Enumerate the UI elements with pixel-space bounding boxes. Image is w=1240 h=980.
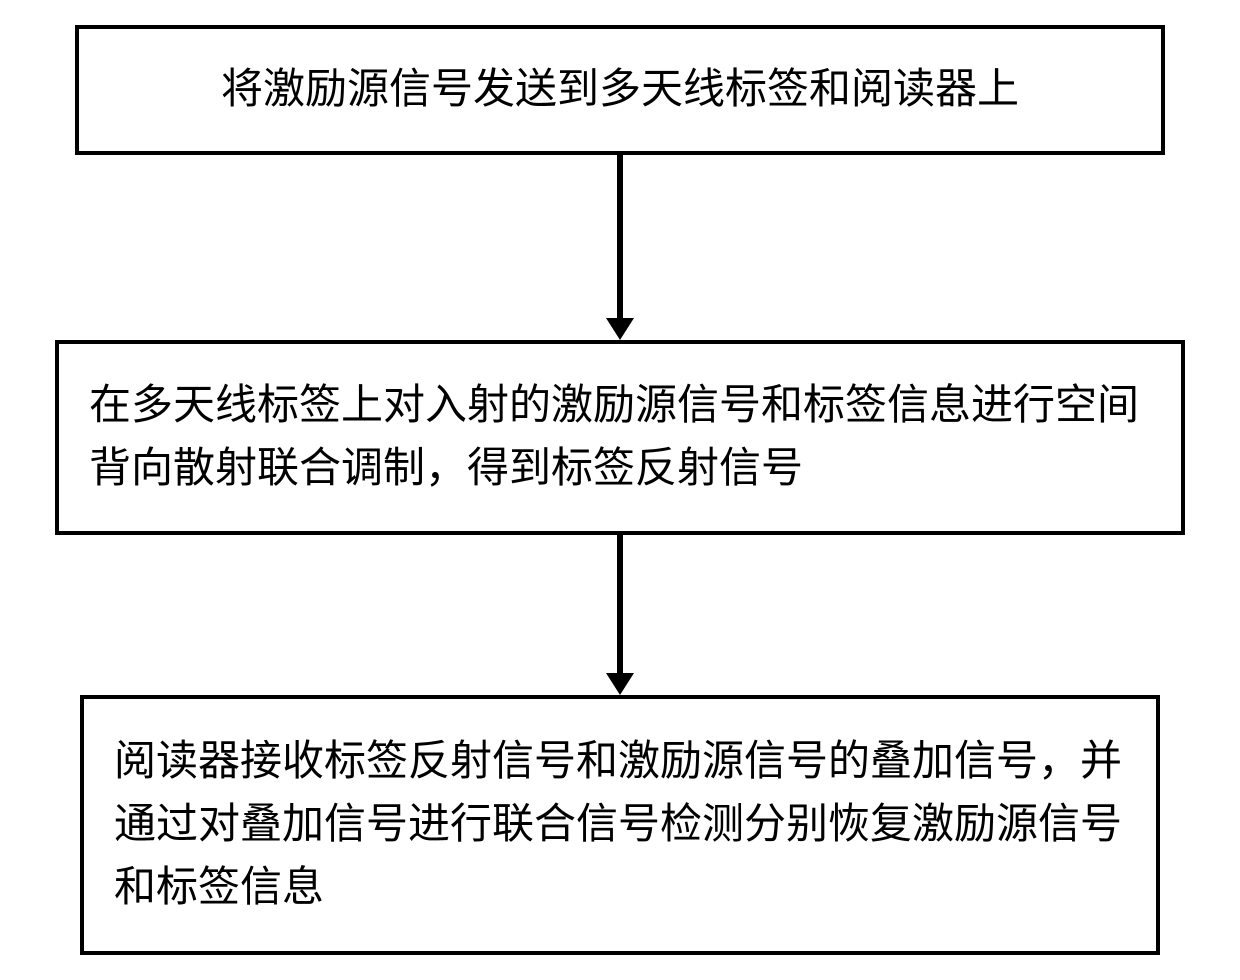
flowchart-box-1: 将激励源信号发送到多天线标签和阅读器上	[75, 25, 1165, 155]
flowchart-box-3: 阅读器接收标签反射信号和激励源信号的叠加信号，并通过对叠加信号进行联合信号检测分…	[80, 695, 1160, 955]
box-2-text: 在多天线标签上对入射的激励源信号和标签信息进行空间背向散射联合调制，得到标签反射…	[89, 375, 1151, 501]
flowchart-box-2: 在多天线标签上对入射的激励源信号和标签信息进行空间背向散射联合调制，得到标签反射…	[55, 340, 1185, 535]
flowchart-container: 将激励源信号发送到多天线标签和阅读器上 在多天线标签上对入射的激励源信号和标签信…	[0, 0, 1240, 980]
box-1-text: 将激励源信号发送到多天线标签和阅读器上	[221, 59, 1019, 122]
arrow-2-line	[617, 535, 623, 673]
arrow-1-line	[617, 155, 623, 318]
arrow-1-head	[606, 318, 634, 340]
arrow-2-head	[606, 673, 634, 695]
box-3-text: 阅读器接收标签反射信号和激励源信号的叠加信号，并通过对叠加信号进行联合信号检测分…	[114, 731, 1126, 920]
